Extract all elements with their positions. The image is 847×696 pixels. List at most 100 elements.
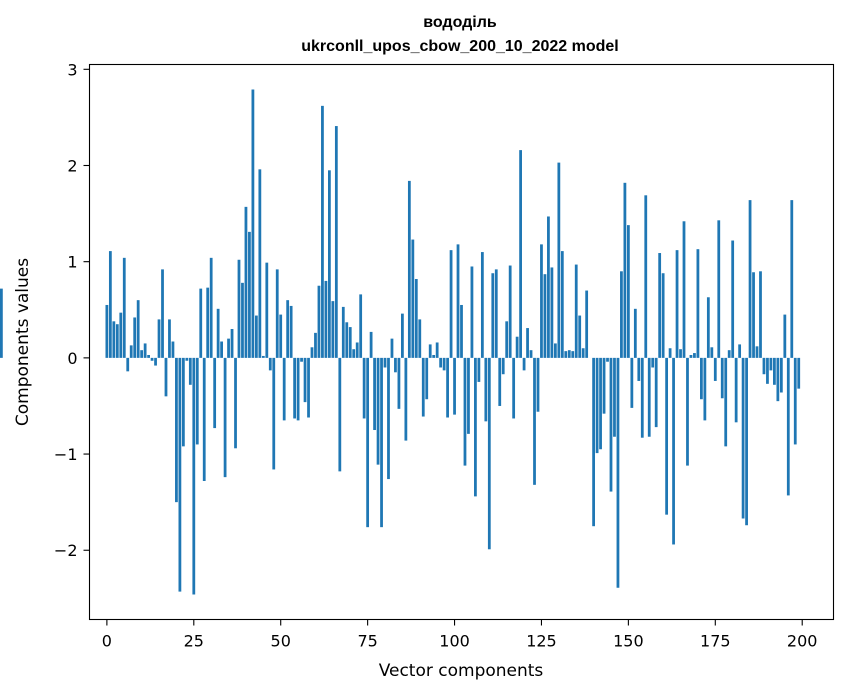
bar [348, 327, 352, 358]
bar [108, 251, 112, 358]
bar [251, 89, 255, 358]
bar [647, 357, 651, 437]
bar [672, 357, 675, 545]
bar [522, 357, 526, 371]
bar [713, 357, 717, 381]
bar [595, 357, 599, 454]
bar [689, 354, 693, 358]
bar [376, 357, 380, 465]
bar [178, 357, 182, 592]
bar [154, 357, 157, 366]
bar [328, 170, 331, 358]
bar [237, 259, 241, 358]
bar [338, 357, 342, 472]
x-tick-label: 50 [271, 632, 291, 651]
bar [703, 357, 707, 421]
bar [199, 288, 203, 358]
chart-subtitle: ukrconll_upos_cbow_200_10_2022 model [301, 38, 618, 55]
bar [536, 357, 540, 412]
bar [526, 328, 529, 358]
bar [432, 354, 436, 358]
bar [547, 216, 550, 358]
bar [766, 357, 769, 384]
bar [693, 353, 696, 358]
bar [515, 336, 519, 358]
chart-title: вододіль [423, 14, 497, 31]
bar [637, 357, 641, 381]
bar [640, 357, 644, 438]
x-tick-label: 150 [613, 632, 644, 651]
bar [449, 250, 453, 358]
y-axis-ticks: −2 −1 0 1 2 3 [54, 60, 90, 560]
bar [505, 321, 509, 358]
bar [115, 324, 119, 358]
bar [341, 306, 345, 358]
bar [397, 357, 401, 409]
bar [616, 357, 620, 588]
bar [578, 315, 582, 358]
bar [460, 304, 463, 358]
bar [494, 269, 498, 358]
bar [491, 273, 495, 358]
bars-group [0, 89, 801, 595]
bar [272, 357, 276, 470]
bar [446, 357, 449, 418]
bar [126, 357, 130, 372]
bar [119, 312, 123, 358]
bar [334, 126, 338, 358]
bar [480, 252, 484, 358]
bar [776, 357, 780, 402]
y-axis-label: Components values [13, 258, 33, 426]
bar [293, 357, 297, 419]
y-tick-label: 1 [67, 253, 77, 272]
bar [133, 317, 137, 358]
bar [425, 357, 429, 400]
bar [498, 357, 502, 406]
bar [741, 357, 745, 519]
y-tick-label: 2 [67, 156, 77, 175]
x-tick-label: 100 [439, 632, 470, 651]
bar [463, 357, 467, 466]
bar [241, 282, 244, 358]
bar [553, 343, 557, 358]
y-tick-label: 0 [67, 349, 77, 368]
bar [181, 357, 185, 447]
bar [195, 357, 199, 445]
bar [752, 272, 755, 358]
bar [303, 357, 307, 403]
bar [745, 357, 748, 526]
bar [147, 354, 150, 358]
bar [665, 357, 669, 515]
bar [209, 257, 213, 358]
bar [265, 262, 269, 358]
bar [720, 357, 724, 399]
bar [161, 269, 164, 358]
bar [411, 239, 415, 358]
bar [654, 357, 658, 428]
bar [407, 180, 411, 358]
bar [797, 357, 801, 389]
bar [651, 357, 655, 368]
bar [727, 350, 731, 358]
bar [230, 329, 234, 358]
bar [157, 319, 161, 358]
bar [369, 331, 373, 358]
bar [227, 338, 230, 358]
bar [324, 280, 328, 358]
bar [633, 308, 637, 358]
bar [477, 357, 481, 382]
bar [609, 357, 613, 492]
bar [168, 319, 171, 358]
bar [234, 357, 237, 449]
x-tick-label: 175 [700, 632, 731, 651]
bar [769, 357, 773, 371]
bar [613, 357, 616, 437]
bar [773, 357, 776, 385]
bar [661, 273, 665, 358]
bar [487, 357, 491, 550]
bar [310, 347, 314, 358]
bar [279, 314, 283, 358]
bar [404, 357, 408, 441]
bar [258, 169, 262, 358]
